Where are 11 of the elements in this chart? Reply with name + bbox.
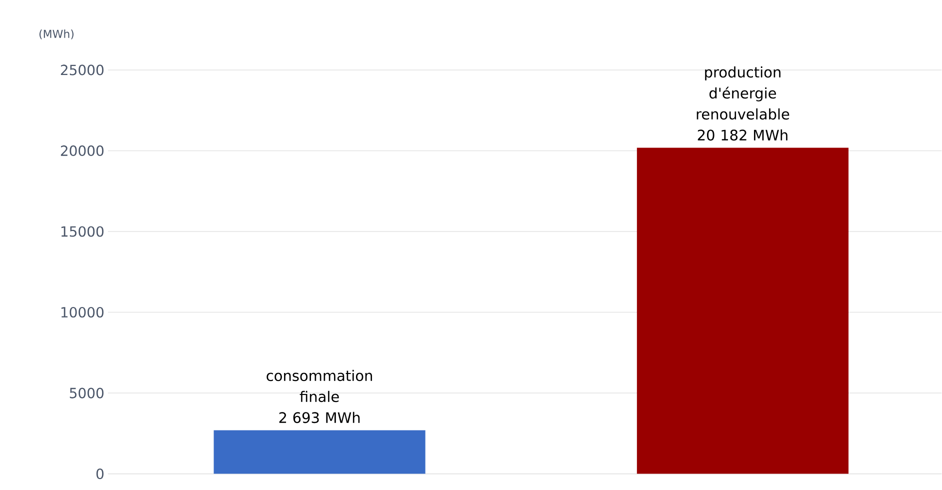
x-tick-label: consommation finale (266, 370, 372, 402)
y-tick-label: 5000 (70, 388, 104, 398)
y-tick-label: 0 (96, 468, 104, 480)
y-tick-label: 10000 (61, 307, 104, 318)
y-tick-label: 20000 (60, 146, 104, 156)
data-label: 2 693 MWh (279, 412, 360, 424)
y-axis-title: (MWh) (39, 30, 74, 40)
x-tick-label: production d'énergie renouvelable (696, 66, 790, 120)
y-tick-label: 15000 (61, 226, 104, 237)
data-label: 20 182 MWh (698, 129, 788, 141)
y-tick-label: 25000 (60, 64, 104, 76)
